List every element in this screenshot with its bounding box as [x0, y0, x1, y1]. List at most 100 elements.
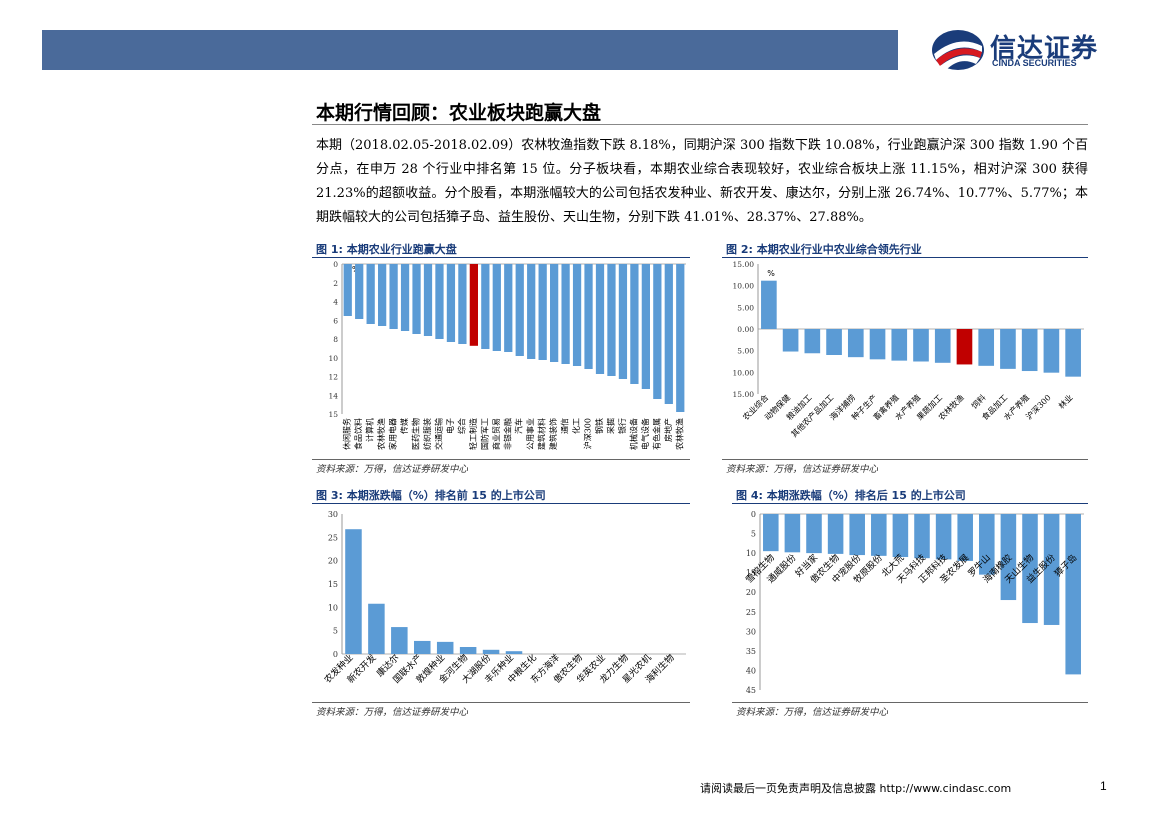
figure-2-chart: 15.00 10.00 5.00 0.00 5.00 10.00 15.00% 农业综合 动物保…	[722, 258, 1090, 458]
bar	[458, 264, 467, 344]
chart-3-svg: 302520151050农发种业新农开发康达尔国联水产敦煌种业金河生物大湖股份丰…	[322, 510, 686, 686]
category-label: 电子	[445, 418, 455, 434]
figure-2-source-rule	[722, 459, 1088, 460]
y-tick-label: 5	[751, 530, 756, 539]
y-tick-label: 5.00	[737, 303, 754, 312]
y-tick-label: 25	[746, 608, 756, 617]
category-label: 通信	[560, 418, 570, 434]
y-tick-label: 45	[746, 686, 756, 695]
unit-label: %	[767, 269, 775, 278]
bar	[595, 264, 605, 374]
bar	[527, 264, 536, 359]
header-bar	[42, 30, 898, 70]
bar	[934, 329, 951, 363]
bar	[847, 329, 864, 358]
figure-1-rule	[312, 257, 690, 258]
bar	[784, 514, 801, 553]
page-number: 1	[1100, 779, 1107, 793]
bar	[1065, 329, 1081, 377]
figure-2-rule	[722, 257, 1088, 258]
bar	[446, 264, 456, 342]
bar	[414, 640, 431, 654]
logo-text-cn: 信达证券	[990, 34, 1099, 64]
footer-disclaimer: 请阅读最后一页免责声明及信息披露 http://www.cindasc.com	[700, 782, 1012, 795]
category-label: 钢铁	[594, 418, 604, 434]
title-divider	[312, 124, 1088, 125]
category-label: 休闲服务	[342, 418, 352, 450]
bar	[913, 329, 929, 362]
bar	[423, 264, 433, 336]
bar	[505, 651, 523, 654]
category-label: 建筑材料	[537, 418, 547, 450]
figure-1-caption: 图 1: 本期农业行业跑赢大盘	[316, 243, 457, 256]
category-label: 饲料	[969, 392, 987, 410]
summary-paragraph: 本期（2018.02.05-2018.02.09）农林牧渔指数下跌 8.18%，…	[316, 138, 1088, 225]
bar	[436, 641, 454, 654]
bar	[1043, 329, 1060, 373]
bar	[1065, 514, 1081, 675]
figure-4-source: 资料来源：万得，信达证券研发中心	[736, 707, 889, 718]
bar	[871, 514, 887, 556]
bar	[504, 264, 513, 352]
y-tick-label: 35	[746, 647, 756, 656]
y-tick-label: 10	[746, 549, 756, 558]
logo: 信达证券 CINDA SECURITIES	[930, 28, 1130, 72]
bar	[515, 264, 524, 356]
bar	[459, 647, 477, 654]
category-label: 房地产	[663, 418, 673, 442]
bar	[561, 264, 570, 364]
y-tick-label: 8	[333, 335, 338, 344]
logo-mark-icon	[932, 30, 984, 70]
bar	[366, 264, 375, 324]
bar	[538, 264, 547, 360]
bar	[1043, 514, 1060, 625]
bar	[761, 280, 777, 329]
y-tick-label: 4	[333, 298, 338, 307]
chart-1-svg: 0246810121415%休闲服务食品饮料计算机农林牧渔家用电器传媒医药生物纺…	[328, 260, 686, 450]
bar	[957, 514, 973, 561]
y-tick-label: 10.00	[733, 282, 755, 291]
category-label: 家用电器	[388, 418, 398, 450]
category-label: 林业	[1056, 392, 1074, 410]
figure-3-source-rule	[312, 702, 690, 703]
figure-1-source: 资料来源：万得，信达证券研发中心	[316, 464, 469, 475]
bar	[492, 264, 501, 351]
figure-4-chart: 0 5 10 15 20 25 30 35 40 45 雪榕生物 通威股份 好当家 傲农生物 中宠股份 牧原股…	[732, 504, 1090, 701]
bar	[584, 264, 593, 369]
bar	[1000, 329, 1016, 369]
figure-2-caption: 图 2: 本期农业行业中农业综合领先行业	[726, 243, 922, 256]
figure-1-chart: 0246810121415%休闲服务食品饮料计算机农林牧渔家用电器传媒医药生物纺…	[312, 258, 692, 458]
bar	[935, 514, 952, 560]
bar	[391, 627, 408, 654]
figure-4-rule	[732, 503, 1088, 504]
y-tick-label: 0	[751, 510, 756, 519]
bar	[664, 264, 673, 404]
bar	[826, 329, 842, 355]
y-tick-label: 10.00	[733, 368, 755, 377]
bar	[979, 514, 995, 575]
category-label: 建筑装饰	[548, 418, 558, 450]
y-tick-label: 15.00	[733, 390, 755, 399]
bar	[782, 329, 799, 352]
bar	[641, 264, 650, 389]
figure-3-caption: 图 3: 本期涨跌幅（%）排名前 15 的上市公司	[316, 489, 546, 502]
category-label: 纺织服装	[422, 418, 432, 450]
bar	[804, 329, 821, 354]
bar	[892, 514, 909, 558]
y-tick-label: 12	[328, 373, 338, 382]
figure-3-source: 资料来源：万得，信达证券研发中心	[316, 707, 469, 718]
bar	[435, 264, 444, 339]
bar	[630, 264, 639, 384]
y-tick-label: 5	[333, 627, 338, 636]
bar	[607, 264, 616, 376]
y-tick-label: 15	[746, 569, 756, 578]
y-tick-label: 2	[333, 279, 338, 288]
y-tick-label: 15	[328, 410, 338, 419]
category-label: 有色金属	[651, 418, 661, 450]
y-tick-label: 14	[328, 391, 338, 400]
category-label: 食品饮料	[353, 418, 363, 450]
bar	[676, 264, 685, 412]
bar	[763, 514, 779, 552]
bar	[653, 264, 662, 399]
bar	[827, 514, 844, 554]
